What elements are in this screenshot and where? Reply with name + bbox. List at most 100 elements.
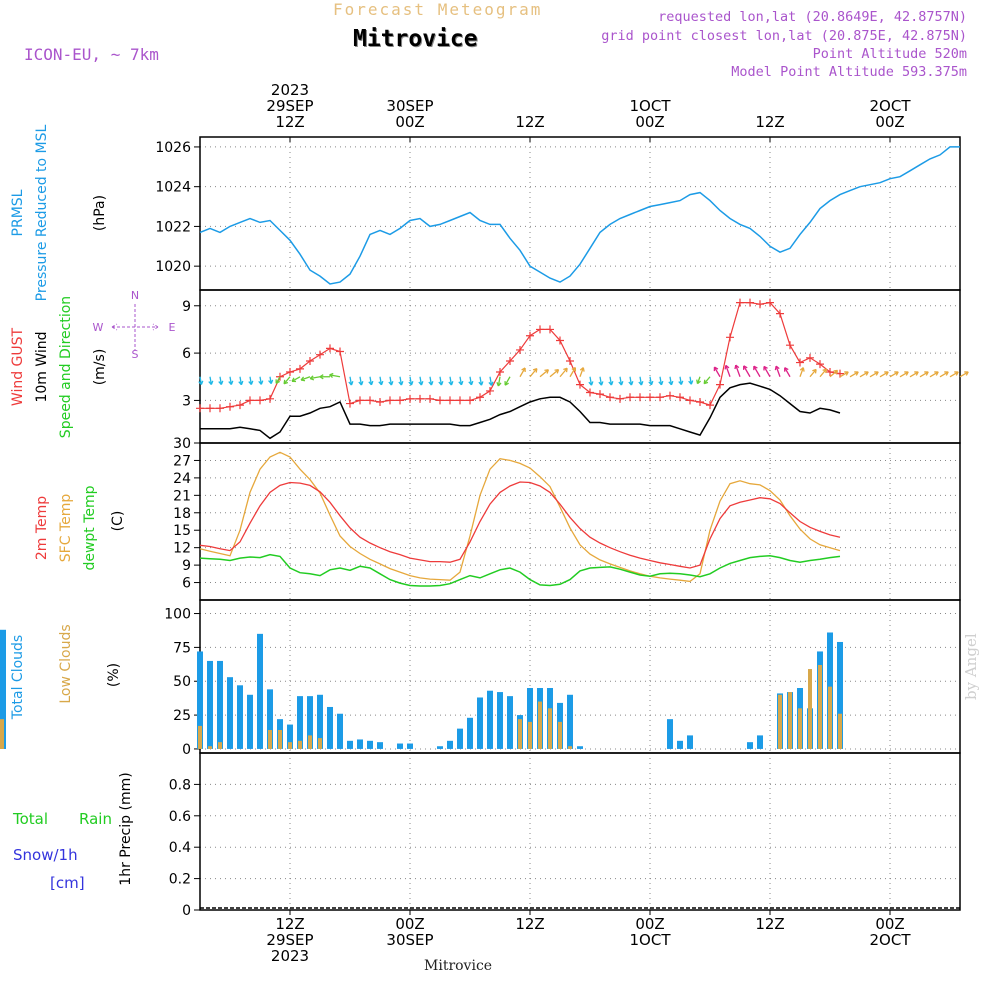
wind-arrow-head [724,364,730,370]
wind-arrow-shaft [369,376,373,385]
wind-arrow-shaft [239,376,243,385]
wind-arrow-head [258,380,264,385]
total-cloud-bar [327,706,333,749]
y-tick-label: 30 [173,436,191,452]
wind-arrow-head [488,381,494,386]
wind-arrow-shaft [479,376,483,386]
wind-arrow [438,376,444,386]
y-tick-label: 1026 [155,140,191,156]
wind-arrow [809,368,817,378]
wind-arrow [275,376,281,384]
wind-arrow [504,376,511,386]
wind-arrow-shaft [379,376,383,385]
low-cloud-bar [278,729,282,749]
total-cloud-bar [447,740,453,749]
gust-marker [496,368,504,377]
total-cloud-bar [747,742,753,749]
wind-arrow-shaft [819,368,827,378]
wind-arrow-shaft [399,376,403,386]
total-cloud-bar [197,651,203,749]
wind-arrow-shaft [743,365,751,378]
y-tick-label: 3 [182,393,191,409]
series-line-10m-wind [200,382,841,440]
series-line-2m-temp [199,481,841,569]
precip-rain-label: Rain [79,810,112,828]
wind-arrow [348,376,354,386]
gust-marker [376,397,384,406]
wind-arrow-shaft [349,376,353,386]
pressure-ylabel: (hPa) [92,195,108,231]
wind-arrow-head [348,381,354,386]
time-label-top: 30SEP [386,97,433,115]
low-cloud-bar [288,742,292,749]
wind-arrow [388,376,394,386]
time-label-top: 00Z [395,113,424,131]
wind-arrow-shaft [669,376,673,385]
time-label-bottom: 1OCT [630,931,672,949]
total-cloud-bar [497,692,503,749]
gust-marker [626,393,634,402]
low-cloud-bar [778,694,782,749]
wind-arrow-shaft [659,376,663,385]
time-label-top: 12Z [755,113,784,131]
y-tick-label: 0.4 [169,840,191,856]
gust-marker [616,394,624,403]
wind-arrow-head [799,367,805,372]
gust-marker [586,388,594,397]
wind-arrow [839,371,849,378]
wind-arrow [458,376,464,386]
wind-arrow-head [774,365,780,371]
wind-arrow-head [228,380,234,385]
total-cloud-bar [237,685,243,749]
wind-arrow-head [668,380,674,386]
total-cloud-bar [397,743,403,749]
wind-ylabel: (m/s) [92,349,108,386]
y-tick-label: 12 [173,541,191,557]
total-cloud-bar [527,688,533,749]
wind-arrow-shaft [649,376,653,385]
wind-arrow-shaft [519,367,526,378]
wind-arrow-shaft [310,376,321,380]
wind-arrow [678,376,684,385]
wind-arrow [329,372,341,379]
wind-arrow [368,376,374,386]
total-cloud-bar [487,690,493,749]
wind-arrow [238,376,244,386]
y-tick-label: 0.6 [169,809,191,825]
wind-arrow-shaft [300,376,311,381]
wind-arrow-head [275,379,281,384]
point-altitude: Point Altitude 520m [812,46,967,62]
gust-marker [566,356,574,365]
wind-arrow-head [309,375,315,381]
y-tick-label: 24 [173,471,191,487]
wind-arrow [608,376,614,386]
total-cloud-bar [677,740,683,749]
wind-arrow-head [648,380,654,386]
time-label-bottom: 00Z [395,915,424,933]
wind-arrow-head [571,366,577,372]
wind-arrow [291,376,301,383]
wind-arrow-head [248,380,254,385]
wind-arrow-shaft [329,374,341,378]
gust-marker [346,399,354,408]
requested-coords: requested lon,lat (20.8649E, 42.8757N) [658,9,967,25]
low-cloud-bar [788,692,792,749]
wind-arrow-head [448,381,454,386]
wind-arrow [496,376,502,387]
compass-rose [111,304,159,350]
pressure-label-long: Pressure Reduced to MSL [34,124,50,301]
wind-arrow [889,371,899,378]
low-cloud-bar [828,686,832,749]
series-line-dewpt-temp [199,553,841,587]
wind-arrow-shaft [869,371,879,378]
wind-arrow-head [428,381,434,386]
wind-arrow [919,371,929,378]
wind-arrow-shaft [291,376,301,382]
low-cloud-bar [528,721,532,749]
wind-arrow-shaft [879,371,889,378]
wind-arrow-shaft [259,376,262,385]
gust-marker [366,396,374,405]
wind-arrow [559,367,568,378]
total-cloud-bar [247,694,253,749]
low-cloud-bar [198,725,202,749]
